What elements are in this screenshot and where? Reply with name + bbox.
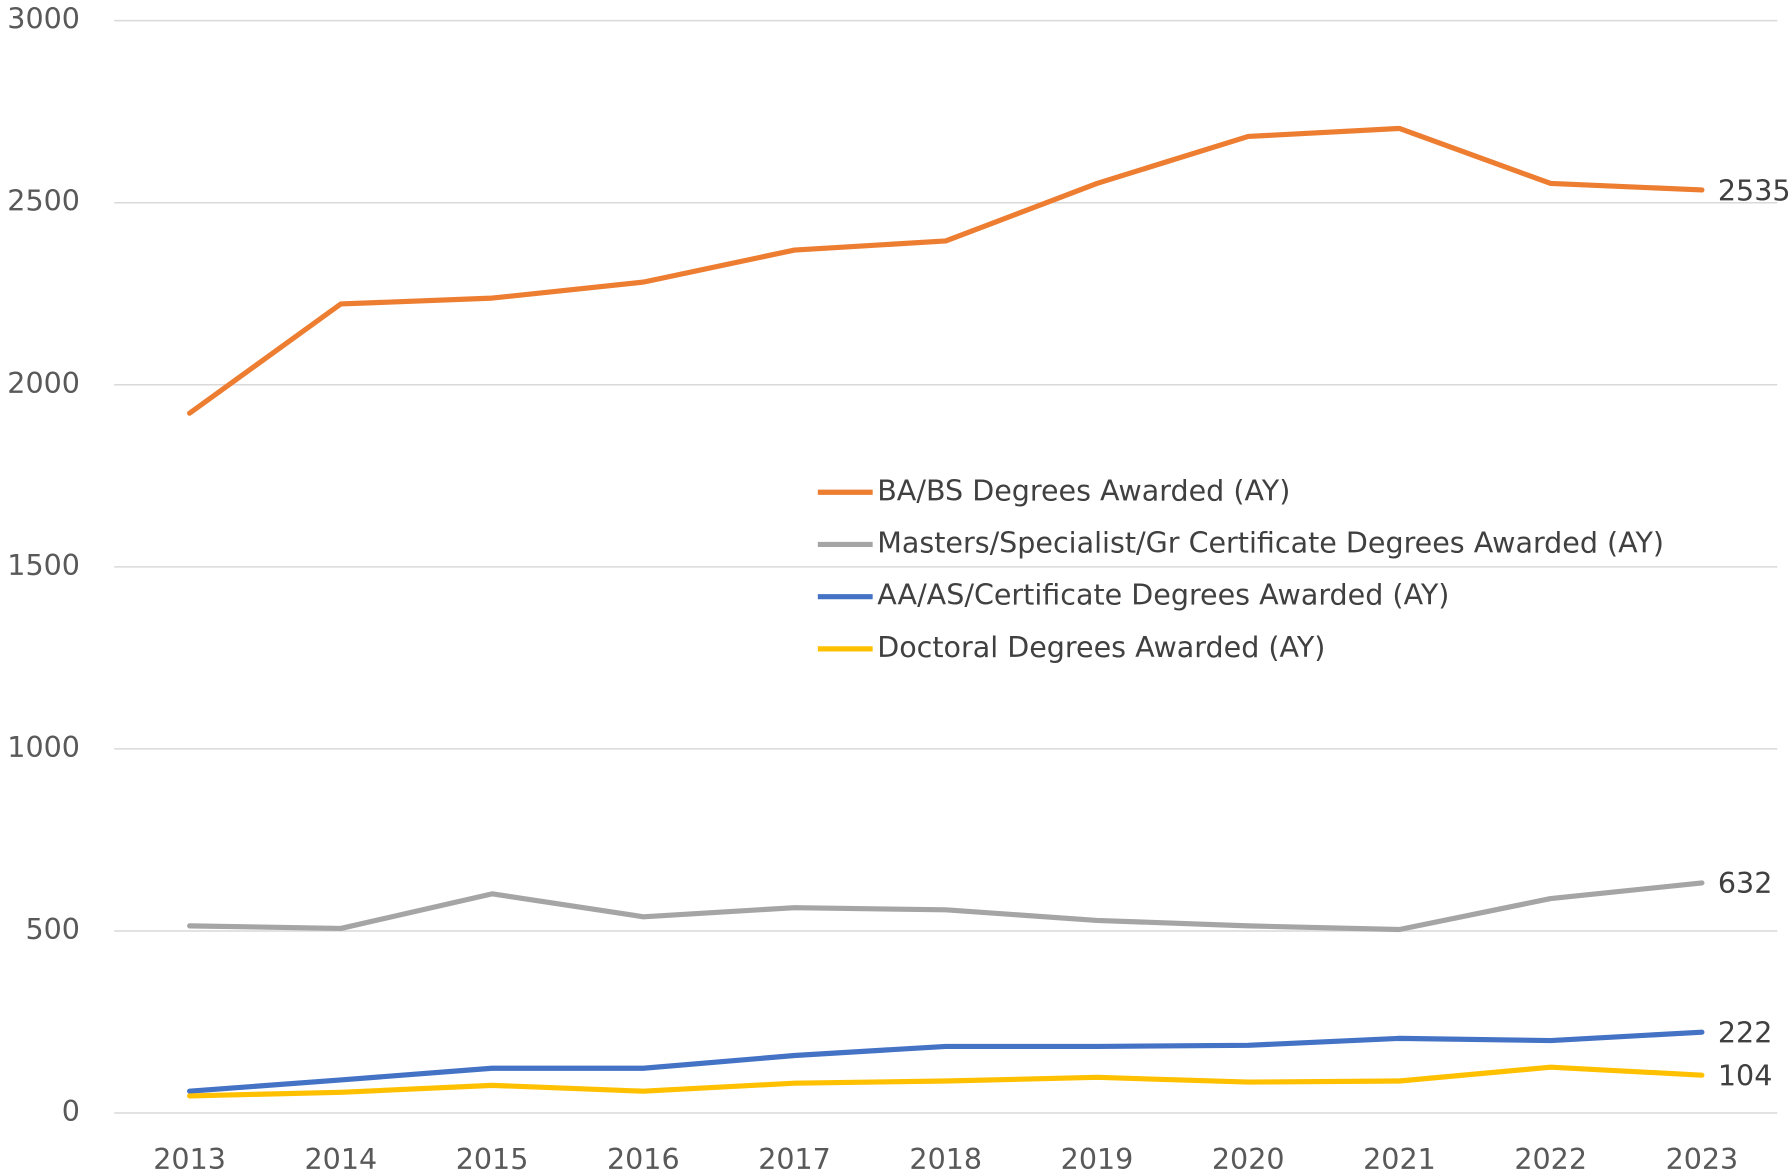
- series-line: [187, 880, 1705, 933]
- data-label: 104: [1718, 1058, 1772, 1092]
- x-tick-label: 2017: [758, 1142, 831, 1175]
- legend-label: BA/BS Degrees Awarded (AY): [877, 473, 1290, 507]
- x-tick-label: 2021: [1363, 1142, 1436, 1175]
- legend-label: AA/AS/Certificate Degrees Awarded (AY): [877, 578, 1449, 612]
- data-label: 632: [1718, 866, 1772, 900]
- x-tick-label: 2014: [305, 1142, 378, 1175]
- series-line: [187, 1029, 1705, 1094]
- legend-label: Doctoral Degrees Awarded (AY): [877, 630, 1325, 664]
- y-tick-label: 3000: [7, 2, 80, 36]
- data-label: 222: [1718, 1015, 1772, 1049]
- x-tick-label: 2016: [607, 1142, 680, 1175]
- legend-label: Masters/Specialist/Gr Certificate Degree…: [877, 525, 1664, 559]
- series-line: [187, 1064, 1705, 1099]
- y-tick-label: 2000: [7, 366, 80, 400]
- series-line: [187, 125, 1705, 416]
- x-tick-label: 2015: [456, 1142, 529, 1175]
- y-tick-label: 1500: [7, 548, 80, 582]
- x-tick-label: 2019: [1061, 1142, 1134, 1175]
- x-tick-label: 2023: [1666, 1142, 1739, 1175]
- x-tick-label: 2018: [909, 1142, 982, 1175]
- y-tick-label: 2500: [7, 184, 80, 218]
- y-tick-label: 500: [25, 912, 79, 946]
- y-tick-label: 0: [62, 1094, 80, 1128]
- x-tick-label: 2022: [1514, 1142, 1587, 1175]
- x-tick-label: 2013: [153, 1142, 226, 1175]
- data-label: 2535: [1718, 173, 1791, 207]
- y-tick-label: 1000: [7, 730, 80, 764]
- x-tick-label: 2020: [1212, 1142, 1285, 1175]
